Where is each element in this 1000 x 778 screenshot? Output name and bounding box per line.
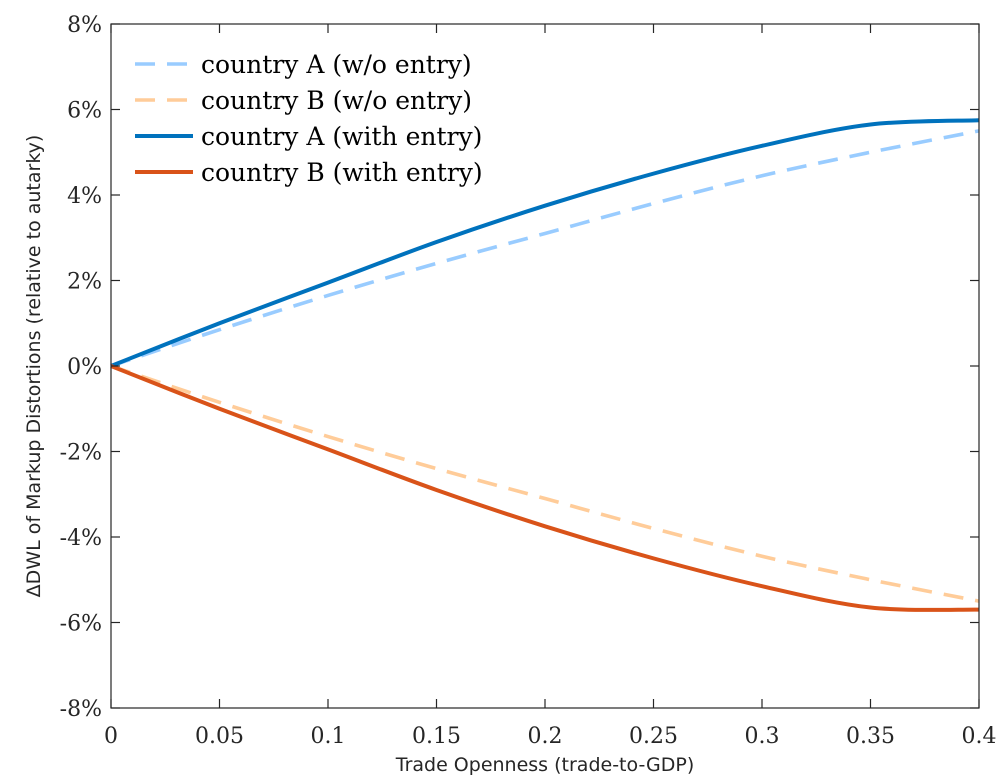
series-line-3: [110, 364, 980, 612]
series-line-2: [110, 118, 980, 368]
legend-label: country A (w/o entry): [201, 50, 472, 79]
legend-label: country A (with entry): [201, 122, 482, 151]
y-tick-label: 2%: [67, 270, 102, 295]
x-tick-label: 0.15: [412, 724, 461, 749]
legend: country A (w/o entry) country B (w/o entr…: [135, 50, 483, 187]
ticks: 0 0.05 0.1 0.15 0.2 0.25 0.3 0.35 0.4 -8% -6% -4% -2…: [60, 13, 997, 749]
series-line-0: [110, 129, 980, 368]
x-axis-label: Trade Openness (trade-to-GDP): [395, 754, 695, 776]
x-tick-label: 0: [104, 724, 118, 749]
y-tick-label: -2%: [60, 441, 102, 466]
x-tick-label: 0.4: [962, 724, 997, 749]
plot-lines: [110, 118, 980, 612]
series-line-1: [110, 364, 980, 603]
legend-label: country B (w/o entry): [201, 86, 472, 115]
x-tick-label: 0.2: [528, 724, 563, 749]
y-tick-label: -6%: [60, 612, 102, 637]
x-tick-label: 0.25: [629, 724, 678, 749]
x-tick-label: 0.1: [311, 724, 346, 749]
y-tick-label: 6%: [67, 99, 102, 124]
x-tick-label: 0.35: [846, 724, 895, 749]
x-tick-label: 0.05: [195, 724, 244, 749]
y-tick-label: -4%: [60, 526, 102, 551]
y-tick-label: 0%: [67, 355, 102, 380]
y-tick-label: 4%: [67, 184, 102, 209]
legend-label: country B (with entry): [201, 158, 483, 187]
y-tick-label: -8%: [60, 697, 102, 722]
x-tick-label: 0.3: [745, 724, 780, 749]
y-tick-label: 8%: [67, 13, 102, 38]
y-axis-label: ΔDWL of Markup Distortions (relative to …: [23, 135, 45, 598]
